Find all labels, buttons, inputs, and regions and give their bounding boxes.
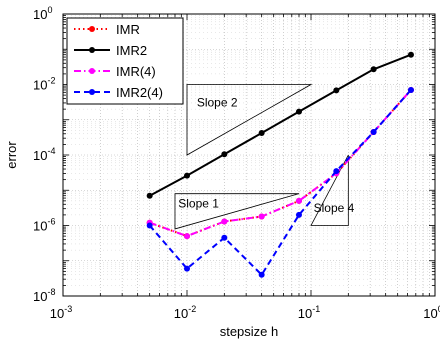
legend-marker — [89, 89, 95, 95]
data-point — [221, 151, 228, 158]
legend: IMR IMR2 IMR(4) IMR2(4) — [66, 17, 184, 105]
data-point — [407, 51, 414, 58]
legend-marker — [89, 68, 95, 74]
data-point — [258, 130, 265, 137]
ticks — [62, 13, 436, 297]
y-tick-label: 10-4 — [33, 146, 55, 163]
y-tick-label: 10-8 — [33, 287, 55, 304]
legend-marker — [89, 26, 95, 32]
x-tick-label: 10-3 — [50, 304, 72, 321]
y-tick-label: 10-6 — [33, 217, 55, 234]
data-point — [146, 222, 153, 229]
x-tick-label: 10-1 — [298, 304, 320, 321]
data-point — [370, 128, 377, 135]
grid — [63, 14, 435, 296]
slope-triangles: Slope 2 Slope 1 Slope 4 — [174, 84, 355, 230]
slope-triangle — [310, 154, 349, 226]
data-point — [184, 172, 190, 179]
data-point — [184, 265, 190, 272]
legend-box — [66, 17, 184, 105]
data-point — [221, 218, 228, 225]
slope-label: Slope 4 — [314, 201, 355, 215]
y-axis-label: error — [4, 141, 19, 169]
data-point — [333, 87, 340, 94]
data-point — [184, 233, 190, 240]
data-point — [295, 211, 302, 218]
data-point — [146, 192, 153, 199]
data-point — [295, 197, 302, 204]
data-point — [407, 86, 414, 93]
y-tick-label: 10-2 — [33, 76, 55, 93]
data-series — [146, 51, 414, 278]
data-point — [258, 213, 265, 220]
y-tick-label: 100 — [33, 5, 52, 22]
series-line — [149, 53, 412, 197]
legend-label: IMR — [116, 22, 140, 37]
data-point — [370, 66, 377, 73]
tick-labels: 10-3 10-2 10-1 100 10-8 10-6 10-4 10-2 100 — [33, 5, 440, 321]
slope-label: Slope 1 — [178, 197, 219, 211]
x-tick-label: 100 — [423, 304, 440, 321]
x-tick-label: 10-2 — [174, 304, 196, 321]
data-point — [258, 271, 265, 278]
legend-label: IMR2 — [116, 43, 147, 58]
x-axis-label: stepsize h — [220, 324, 279, 339]
slope-triangle — [174, 193, 300, 230]
data-point — [221, 234, 228, 241]
series-line — [148, 89, 412, 277]
legend-label: IMR2(4) — [116, 85, 163, 100]
slope-label: Slope 2 — [197, 95, 238, 109]
data-point — [295, 108, 302, 115]
legend-marker — [89, 47, 95, 53]
slope-triangle — [186, 84, 313, 156]
data-point — [333, 168, 340, 175]
legend-label: IMR(4) — [116, 64, 156, 79]
